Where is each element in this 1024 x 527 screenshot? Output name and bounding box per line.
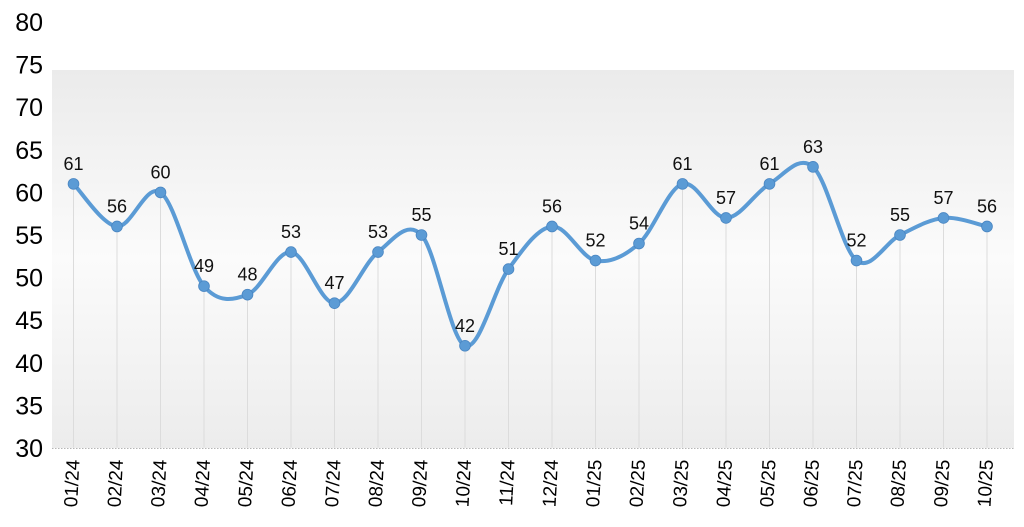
data-point-value-label: 55: [411, 205, 431, 225]
data-point-value-label: 47: [324, 273, 344, 293]
x-axis-category-label: 09/25: [931, 459, 954, 508]
data-point-value-label: 53: [281, 222, 301, 242]
data-point-marker: [763, 178, 776, 190]
data-point-value-label: 57: [933, 188, 953, 208]
data-point-marker: [459, 339, 471, 352]
x-axis-category-label: 03/24: [148, 459, 171, 508]
data-point-value-label: 56: [542, 196, 562, 216]
x-axis-category-label: 08/25: [888, 459, 911, 508]
x-axis-category-label: 10/24: [453, 459, 476, 508]
data-point-marker: [937, 212, 950, 224]
x-axis-category-label: 12/24: [540, 459, 563, 508]
x-axis-category-label: 06/25: [801, 459, 824, 508]
data-point-value-label: 60: [150, 162, 170, 182]
y-axis-tick-label: 55: [15, 222, 43, 250]
x-axis-category-label: 02/25: [627, 459, 650, 508]
y-axis-tick-label: 60: [15, 179, 43, 207]
y-axis-tick-label: 80: [15, 9, 43, 37]
y-axis-tick-label: 45: [15, 307, 43, 335]
x-axis-category-label: 09/24: [409, 459, 432, 508]
x-axis-category-label: 01/25: [583, 459, 606, 508]
data-point-marker: [676, 178, 689, 190]
x-axis-category-label: 08/24: [366, 459, 389, 508]
data-point-marker: [198, 280, 210, 292]
data-point-value-label: 56: [107, 196, 127, 216]
y-axis-tick-label: 75: [15, 52, 43, 80]
x-axis-category-label: 05/24: [235, 459, 258, 508]
data-point-marker: [981, 220, 993, 233]
data-point-value-label: 42: [455, 316, 475, 336]
data-point-value-label: 52: [846, 231, 866, 251]
data-point-value-label: 48: [237, 265, 257, 285]
data-point-value-label: 54: [629, 214, 649, 234]
x-axis-category-label: 07/25: [844, 459, 867, 508]
x-axis-category-label: 04/24: [192, 459, 215, 508]
data-point-marker: [241, 288, 254, 301]
y-axis-tick-label: 40: [15, 350, 43, 378]
data-point-value-label: 55: [890, 205, 910, 225]
data-point-value-label: 56: [977, 196, 997, 216]
data-point-value-label: 49: [194, 256, 214, 276]
data-point-marker: [328, 297, 341, 309]
data-point-marker: [850, 254, 863, 267]
x-axis-category-label: 03/25: [670, 459, 693, 508]
data-point-marker: [633, 237, 645, 250]
data-point-marker: [894, 229, 906, 241]
data-point-marker: [372, 246, 384, 258]
data-point-value-label: 61: [63, 154, 83, 174]
data-point-marker: [807, 161, 819, 173]
y-axis-tick-label: 65: [15, 137, 43, 165]
y-axis-tick-label: 50: [15, 265, 43, 293]
y-axis-tick-label: 70: [15, 94, 43, 122]
y-axis-tick-label: 35: [15, 392, 43, 420]
x-axis-category-label: 05/25: [757, 459, 780, 508]
data-point-value-label: 53: [368, 222, 388, 242]
data-point-marker: [285, 246, 297, 258]
x-axis-category-label: 04/25: [714, 459, 737, 508]
data-point-marker: [589, 254, 602, 267]
data-point-value-label: 61: [759, 154, 779, 174]
x-axis-category-label: 06/24: [279, 459, 302, 508]
data-point-value-label: 52: [585, 231, 605, 251]
data-point-value-label: 63: [803, 137, 823, 157]
data-point-marker: [415, 229, 428, 241]
data-point-value-label: 51: [498, 239, 518, 259]
data-point-marker: [154, 186, 167, 199]
data-point-value-label: 61: [672, 154, 692, 174]
data-point-marker: [720, 212, 732, 224]
data-point-marker: [111, 220, 123, 233]
x-axis-category-label: 02/24: [105, 459, 128, 508]
data-point-marker: [67, 178, 80, 190]
data-point-marker: [502, 263, 515, 275]
x-axis-category-label: 01/24: [61, 459, 84, 508]
x-axis-category-label: 10/25: [975, 459, 998, 508]
x-axis-category-label: 07/24: [322, 459, 345, 508]
x-axis-category-label: 11/24: [496, 459, 519, 507]
y-axis-tick-label: 30: [15, 435, 43, 463]
data-point-value-label: 57: [716, 188, 736, 208]
data-point-marker: [546, 220, 558, 233]
